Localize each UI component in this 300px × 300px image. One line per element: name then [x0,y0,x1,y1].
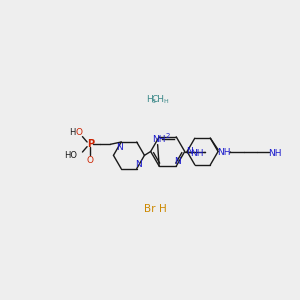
Text: 3: 3 [152,99,156,104]
Text: P: P [87,139,94,149]
Text: H: H [164,99,169,104]
Text: CH: CH [151,94,164,103]
Text: N: N [186,147,193,156]
Text: N: N [135,160,142,169]
Text: 2: 2 [166,133,170,139]
Text: NH: NH [268,149,281,158]
Text: H: H [159,204,167,214]
Text: HO: HO [64,151,77,160]
Text: O: O [75,128,82,137]
Text: N: N [116,143,123,152]
Text: H: H [146,94,153,103]
Text: H: H [69,128,76,137]
Text: N: N [174,157,181,166]
Text: O: O [87,156,94,165]
Text: NH: NH [190,148,204,158]
Text: Br: Br [144,204,155,214]
Text: NH: NH [152,135,165,144]
Text: NH: NH [217,148,230,157]
